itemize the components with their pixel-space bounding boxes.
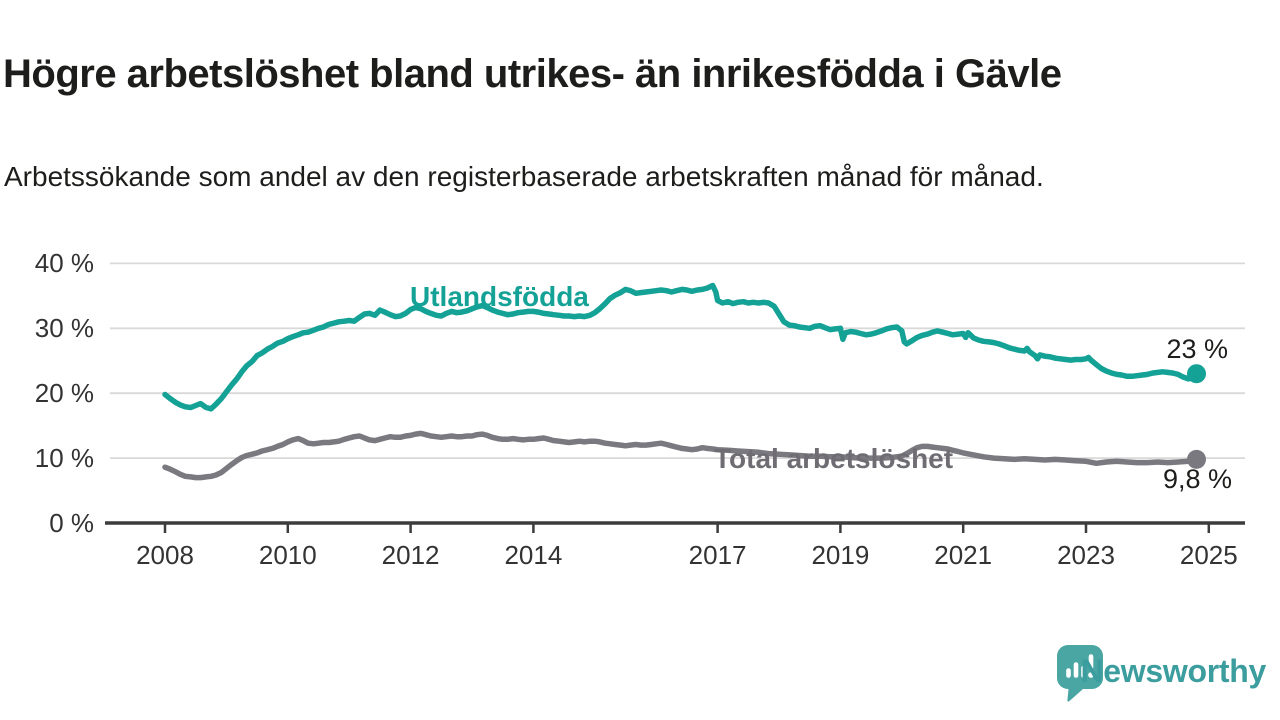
series-line-0 — [162, 282, 1200, 412]
x-axis-tick-label: 2023 — [1057, 540, 1115, 570]
y-axis-tick-label: 0 % — [49, 508, 94, 538]
y-axis-tick-label: 40 % — [34, 248, 94, 279]
end-value-label-total: 9,8 % — [1162, 464, 1232, 494]
x-axis-tick-label: 2019 — [811, 540, 870, 570]
x-axis-tick-label: 2025 — [1179, 540, 1238, 570]
x-axis-tick-label: 2014 — [504, 540, 563, 570]
y-axis-tick-label: 30 % — [34, 313, 94, 344]
x-axis-tick-label: 2012 — [381, 540, 440, 570]
y-axis-tick-label: 10 % — [34, 443, 94, 474]
y-axis-tick-label: 20 % — [34, 378, 94, 409]
series-line-1 — [162, 430, 1200, 481]
x-axis-tick-label: 2017 — [688, 540, 747, 570]
page-subtitle: Arbetssökande som andel av den registerb… — [4, 161, 1044, 192]
page-title: Högre arbetslöshet bland utrikes- än inr… — [3, 51, 1062, 96]
series-label-utlandsfodda: Utlandsfödda — [410, 281, 589, 312]
series-label-total-arbetsloshet: Total arbetslöshet — [714, 443, 954, 474]
series-end-dot-0 — [1187, 364, 1206, 384]
x-axis-tick-label: 2008 — [136, 540, 194, 570]
series-end-dot-1 — [1187, 449, 1206, 469]
x-axis-tick-label: 2021 — [934, 540, 993, 570]
end-value-label-utlandsfodda: 23 % — [1166, 334, 1228, 364]
x-axis-tick-label: 2010 — [258, 540, 317, 570]
newsworthy-logo-text: Newsworthy — [1080, 653, 1267, 689]
bar-chart-speech-bubble-icon — [1057, 645, 1103, 702]
